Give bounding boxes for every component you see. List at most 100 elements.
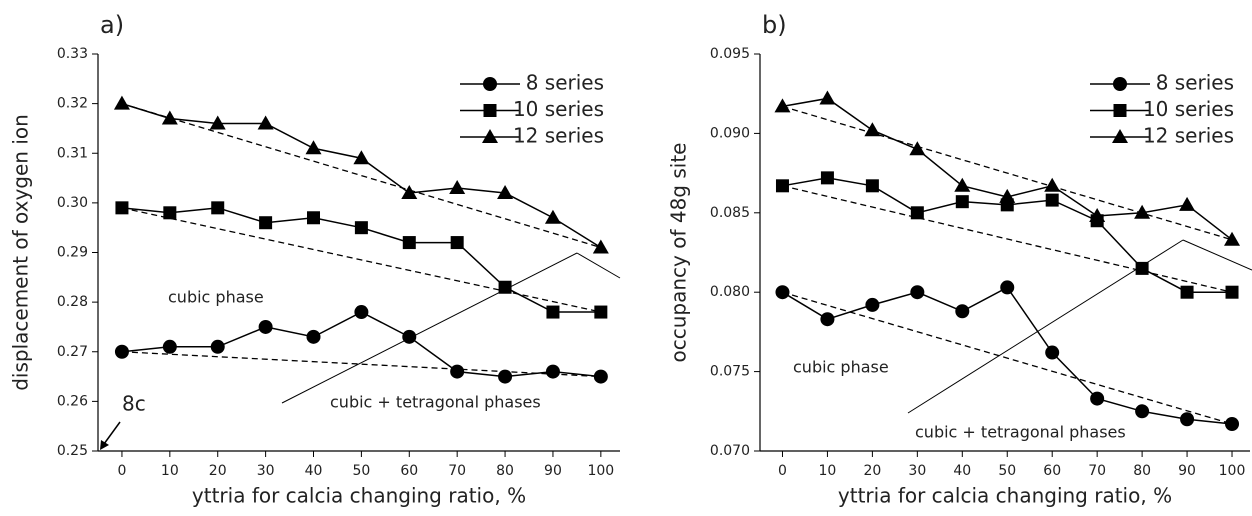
x-tick-label: 80 xyxy=(496,463,514,479)
x-tick-label: 40 xyxy=(305,463,323,479)
data-point xyxy=(257,115,274,130)
data-point xyxy=(593,369,608,384)
data-point xyxy=(594,305,608,319)
trend-line xyxy=(782,291,1233,425)
x-tick-label: 80 xyxy=(1133,463,1151,479)
y-tick-label: 0.070 xyxy=(710,443,750,459)
data-point xyxy=(864,122,881,137)
data-point xyxy=(1045,193,1059,207)
data-point xyxy=(449,179,466,194)
data-point xyxy=(544,209,561,224)
data-point xyxy=(909,141,926,156)
y-tick-label: 0.31 xyxy=(57,145,88,161)
data-point xyxy=(865,179,879,193)
data-point xyxy=(114,344,129,359)
data-point xyxy=(1044,177,1061,192)
data-point xyxy=(820,312,835,327)
x-tick-label: 20 xyxy=(863,463,881,479)
data-point xyxy=(910,206,924,220)
data-point xyxy=(113,95,130,110)
series-line xyxy=(121,311,601,378)
trend-line xyxy=(121,351,601,378)
data-point xyxy=(402,329,417,344)
trend-line xyxy=(782,105,1233,241)
data-point xyxy=(546,305,560,319)
data-point xyxy=(1089,207,1106,222)
data-point xyxy=(498,369,513,384)
legend-label: 12 series xyxy=(513,124,604,148)
data-point xyxy=(258,319,273,334)
annotation: cubic + tetragonal phases xyxy=(330,393,541,412)
y-tick-label: 0.26 xyxy=(57,393,88,409)
data-point xyxy=(162,339,177,354)
x-tick-label: 30 xyxy=(908,463,926,479)
annotation: 8c xyxy=(122,392,146,416)
y-tick-label: 0.080 xyxy=(710,284,750,300)
x-tick-label: 90 xyxy=(544,463,562,479)
data-point xyxy=(775,285,790,300)
phase-boundary xyxy=(1182,239,1252,271)
legend-marker xyxy=(1113,104,1127,117)
data-point xyxy=(1135,261,1149,275)
data-point xyxy=(401,184,418,199)
x-tick-label: 0 xyxy=(117,463,126,479)
legend-label: 8 series xyxy=(1156,71,1234,95)
data-point xyxy=(163,206,177,220)
data-point xyxy=(1224,231,1241,246)
panel-title: a) xyxy=(100,11,124,39)
x-tick-label: 60 xyxy=(1043,463,1061,479)
legend-marker xyxy=(1112,129,1128,143)
data-point xyxy=(819,90,836,105)
trend-line xyxy=(121,103,602,249)
panel-title: b) xyxy=(762,11,787,39)
phase-boundary xyxy=(576,252,621,279)
x-tick-label: 70 xyxy=(448,463,466,479)
data-point xyxy=(775,179,789,193)
x-tick-label: 0 xyxy=(778,463,787,479)
legend-marker xyxy=(483,104,497,117)
y-tick-label: 0.085 xyxy=(710,205,750,221)
y-axis-label: displacement of oxygen ion xyxy=(9,114,33,391)
x-axis-label: yttria for calcia changing ratio, % xyxy=(192,484,526,508)
x-tick-label: 50 xyxy=(998,463,1016,479)
data-point xyxy=(1225,285,1239,299)
data-point xyxy=(497,184,514,199)
legend-label: 8 series xyxy=(526,71,604,95)
data-point xyxy=(1180,285,1194,299)
y-tick-label: 0.30 xyxy=(57,195,88,211)
data-point xyxy=(115,201,129,215)
legend-marker xyxy=(482,129,498,143)
phase-boundary xyxy=(281,252,578,404)
x-tick-label: 10 xyxy=(819,463,837,479)
x-tick-label: 100 xyxy=(587,463,614,479)
annotation: cubic phase xyxy=(168,288,264,307)
data-point xyxy=(1134,204,1151,219)
y-tick-label: 0.32 xyxy=(57,96,88,112)
y-tick-label: 0.33 xyxy=(57,46,88,62)
x-tick-label: 70 xyxy=(1088,463,1106,479)
x-axis-label: yttria for calcia changing ratio, % xyxy=(838,484,1172,508)
data-point xyxy=(305,140,322,155)
y-axis-label: occupancy of 48g site xyxy=(667,143,691,363)
annotation: cubic phase xyxy=(793,358,889,377)
data-point xyxy=(306,329,321,344)
data-point xyxy=(161,110,178,125)
x-tick-label: 30 xyxy=(257,463,275,479)
y-tick-label: 0.27 xyxy=(57,344,88,360)
data-point xyxy=(1135,404,1150,419)
data-point xyxy=(999,188,1016,203)
data-point xyxy=(592,239,609,254)
data-point xyxy=(865,297,880,312)
data-point xyxy=(1045,345,1060,360)
data-point xyxy=(209,115,226,130)
y-tick-label: 0.28 xyxy=(57,294,88,310)
data-point xyxy=(955,195,969,209)
data-point xyxy=(307,211,321,225)
data-point xyxy=(353,150,370,165)
data-point xyxy=(1225,417,1240,432)
data-point xyxy=(498,280,512,294)
annotation: cubic + tetragonal phases xyxy=(915,423,1126,442)
data-point xyxy=(1000,280,1015,295)
